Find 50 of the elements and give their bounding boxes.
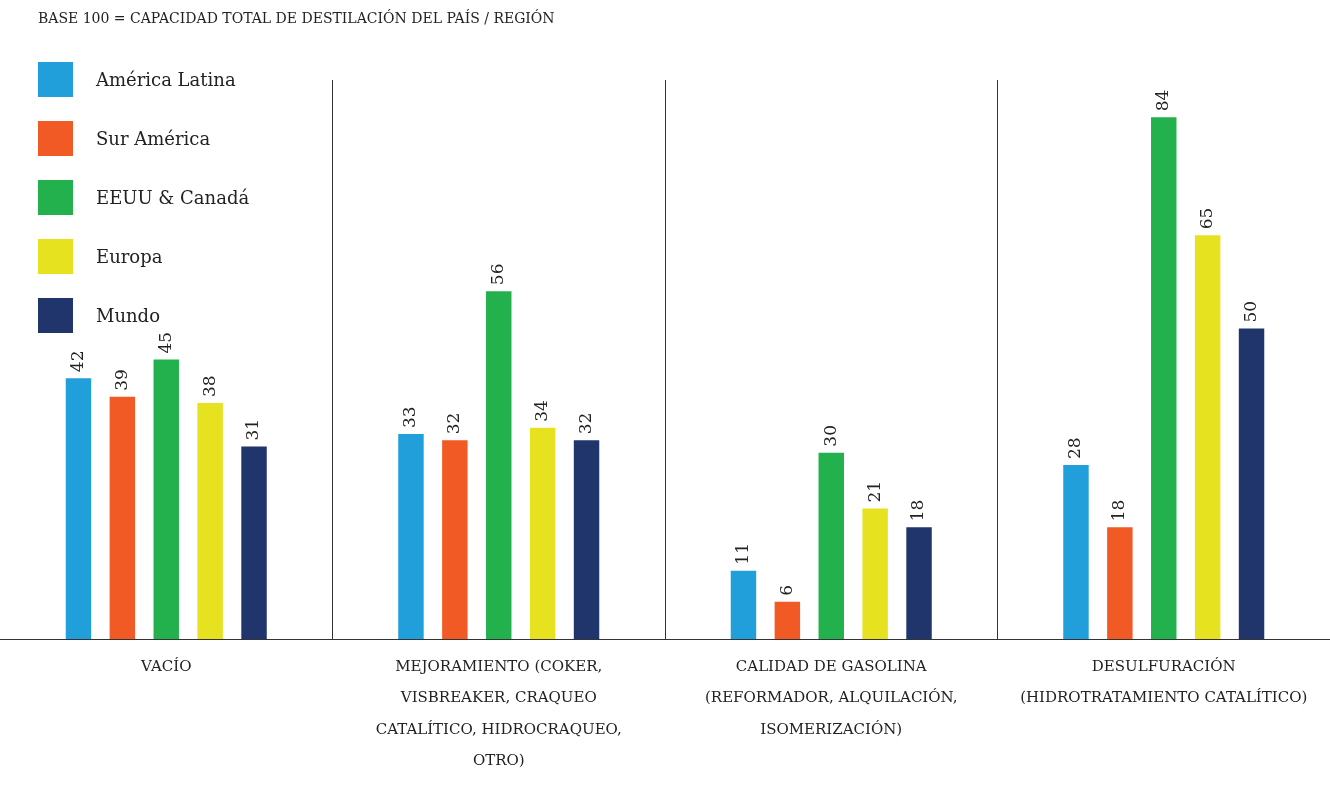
bar <box>862 508 888 639</box>
x-tick-label: MEJORAMIENTO (COKER, VISBREAKER, CRAQUEO CATALÍTICO, HIDROCRAQUEO, OTRO) <box>375 656 622 770</box>
bar <box>109 396 136 639</box>
bar <box>197 402 223 639</box>
x-tick-label: DESULFURACIÓN (HIDROTRATAMIENTO CATALÍTICO) <box>1020 656 1308 707</box>
legend-label: EEUU & Canadá <box>96 187 250 208</box>
data-label: 56 <box>487 263 508 286</box>
data-label: 33 <box>399 406 420 429</box>
bar <box>529 427 556 639</box>
data-label: 38 <box>198 375 219 397</box>
data-label: 30 <box>819 425 840 447</box>
data-label: 65 <box>1196 207 1217 230</box>
data-label: 18 <box>1108 499 1129 522</box>
bar <box>730 570 757 639</box>
data-label: 34 <box>531 400 552 422</box>
bar <box>442 440 468 639</box>
bar <box>1238 328 1265 639</box>
data-label: 28 <box>1064 437 1085 460</box>
x-tick-label: CALIDAD DE GASOLINA (REFORMADOR, ALQUILACIÓN, ISOMERIZACIÓN) <box>704 656 958 738</box>
bar <box>1063 465 1089 639</box>
bar <box>573 440 600 639</box>
data-label: 50 <box>1239 300 1260 323</box>
data-label: 84 <box>1152 89 1173 112</box>
legend-label: América Latina <box>96 69 236 90</box>
bar <box>153 359 179 639</box>
data-label: 42 <box>66 350 87 373</box>
bar <box>1194 235 1221 639</box>
bar <box>486 291 512 639</box>
legend-label: Mundo <box>96 305 160 326</box>
data-label: 39 <box>110 369 131 391</box>
data-label: 32 <box>443 412 464 435</box>
legend-label: Sur América <box>96 128 211 149</box>
data-label: 31 <box>242 418 263 441</box>
bar <box>241 446 267 639</box>
chart-title: BASE 100 = CAPACIDAD TOTAL DE DESTILACIÓN DEL PAÍS / REGIÓN <box>38 10 555 26</box>
data-label: 18 <box>907 499 928 522</box>
bar <box>774 601 801 639</box>
legend-label: Europa <box>96 246 163 267</box>
x-tick-label: VACÍO <box>140 656 192 675</box>
bar <box>1151 117 1177 639</box>
bar <box>818 452 844 639</box>
bar <box>1107 527 1133 639</box>
bar <box>65 378 92 639</box>
data-label: 32 <box>574 412 595 435</box>
bar <box>398 434 424 639</box>
data-label: 11 <box>731 543 752 565</box>
bar <box>906 527 932 639</box>
data-label: 21 <box>863 480 884 503</box>
data-label: 6 <box>775 584 796 596</box>
data-label: 45 <box>154 331 175 354</box>
